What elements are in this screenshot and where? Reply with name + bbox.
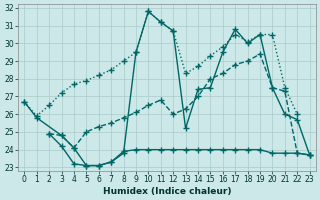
X-axis label: Humidex (Indice chaleur): Humidex (Indice chaleur) [103, 187, 231, 196]
